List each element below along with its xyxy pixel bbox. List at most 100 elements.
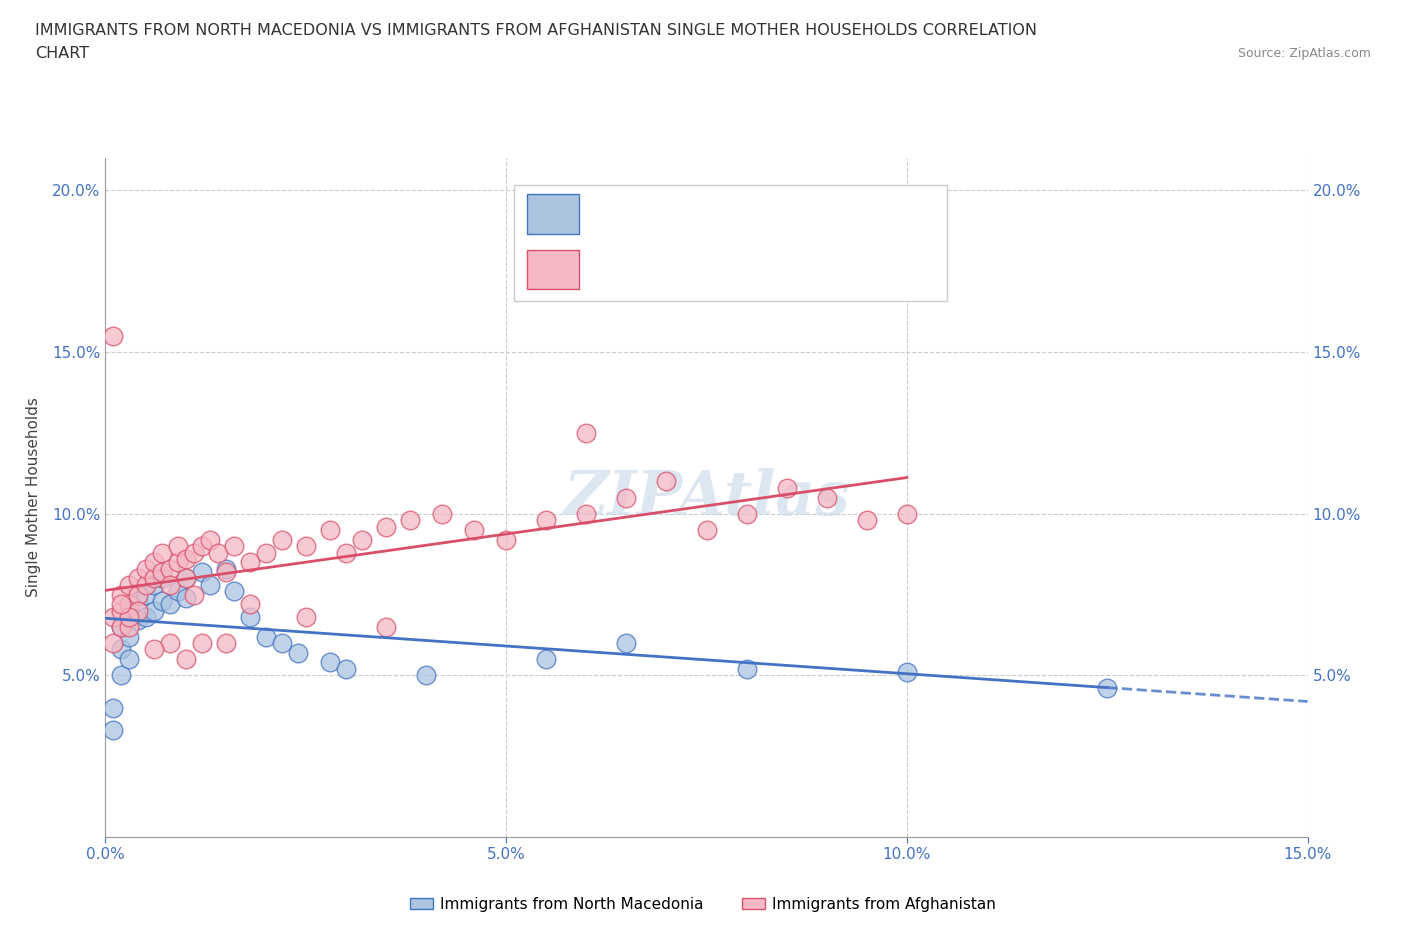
Point	[127, 571, 149, 586]
Point	[534, 652, 557, 667]
Point	[207, 545, 229, 560]
Point	[118, 597, 141, 612]
Point	[735, 506, 758, 521]
Point	[142, 578, 165, 592]
Point	[166, 584, 188, 599]
Point	[127, 593, 149, 608]
Point	[159, 561, 181, 576]
Point	[110, 597, 132, 612]
Point	[150, 545, 173, 560]
Point	[254, 629, 277, 644]
Point	[399, 512, 422, 527]
Point	[174, 571, 197, 586]
Point	[118, 619, 141, 634]
Point	[295, 538, 318, 553]
Point	[319, 655, 342, 670]
Point	[190, 635, 212, 650]
Text: ZIPAtlas: ZIPAtlas	[564, 468, 849, 527]
Point	[254, 545, 277, 560]
Point	[335, 545, 357, 560]
Point	[239, 597, 262, 612]
Point	[118, 629, 141, 644]
Text: Source: ZipAtlas.com: Source: ZipAtlas.com	[1237, 46, 1371, 60]
Point	[1097, 681, 1119, 696]
Y-axis label: Single Mother Households: Single Mother Households	[27, 398, 41, 597]
Point	[166, 555, 188, 570]
Point	[110, 604, 132, 618]
Point	[135, 610, 157, 625]
Point	[142, 555, 165, 570]
Point	[150, 593, 173, 608]
Point	[350, 532, 373, 547]
Point	[239, 555, 262, 570]
Point	[183, 587, 205, 602]
Point	[118, 652, 141, 667]
Point	[415, 668, 437, 683]
Point	[174, 591, 197, 605]
Point	[135, 587, 157, 602]
Point	[374, 519, 398, 534]
Point	[135, 561, 157, 576]
Point	[270, 635, 292, 650]
Point	[103, 610, 125, 625]
Point	[222, 538, 245, 553]
Point	[110, 668, 132, 683]
Point	[815, 490, 838, 505]
Point	[150, 571, 173, 586]
Point	[174, 571, 197, 586]
Point	[616, 635, 638, 650]
Point	[735, 661, 758, 676]
Point	[110, 619, 132, 634]
Point	[159, 635, 181, 650]
Point	[534, 512, 557, 527]
Point	[896, 506, 918, 521]
Point	[159, 578, 181, 592]
Point	[696, 523, 718, 538]
Point	[616, 490, 638, 505]
Point	[183, 545, 205, 560]
Point	[214, 635, 236, 650]
Point	[127, 587, 149, 602]
Point	[118, 604, 141, 618]
Point	[103, 328, 125, 343]
Point	[896, 665, 918, 680]
Point	[374, 619, 398, 634]
Point	[222, 584, 245, 599]
Point	[575, 425, 598, 440]
Point	[463, 523, 485, 538]
Point	[287, 645, 309, 660]
Point	[335, 661, 357, 676]
Text: IMMIGRANTS FROM NORTH MACEDONIA VS IMMIGRANTS FROM AFGHANISTAN SINGLE MOTHER HOU: IMMIGRANTS FROM NORTH MACEDONIA VS IMMIG…	[35, 23, 1038, 38]
Point	[655, 474, 678, 489]
Point	[174, 551, 197, 566]
Point	[198, 532, 221, 547]
Point	[214, 561, 236, 576]
Point	[103, 723, 125, 737]
Point	[142, 642, 165, 657]
Point	[127, 604, 149, 618]
Point	[270, 532, 292, 547]
Point	[103, 635, 125, 650]
Point	[776, 481, 799, 496]
Point	[118, 578, 141, 592]
Point	[166, 538, 188, 553]
Point	[214, 565, 236, 579]
Point	[159, 597, 181, 612]
Point	[118, 610, 141, 625]
Point	[495, 532, 517, 547]
Point	[198, 578, 221, 592]
Point	[127, 613, 149, 628]
Point	[135, 578, 157, 592]
Point	[103, 700, 125, 715]
Point	[150, 565, 173, 579]
Point	[142, 571, 165, 586]
Point	[575, 506, 598, 521]
Point	[239, 610, 262, 625]
Point	[190, 565, 212, 579]
Point	[110, 642, 132, 657]
Text: CHART: CHART	[35, 46, 89, 61]
Point	[174, 652, 197, 667]
Point	[319, 523, 342, 538]
Point	[430, 506, 453, 521]
Point	[110, 587, 132, 602]
